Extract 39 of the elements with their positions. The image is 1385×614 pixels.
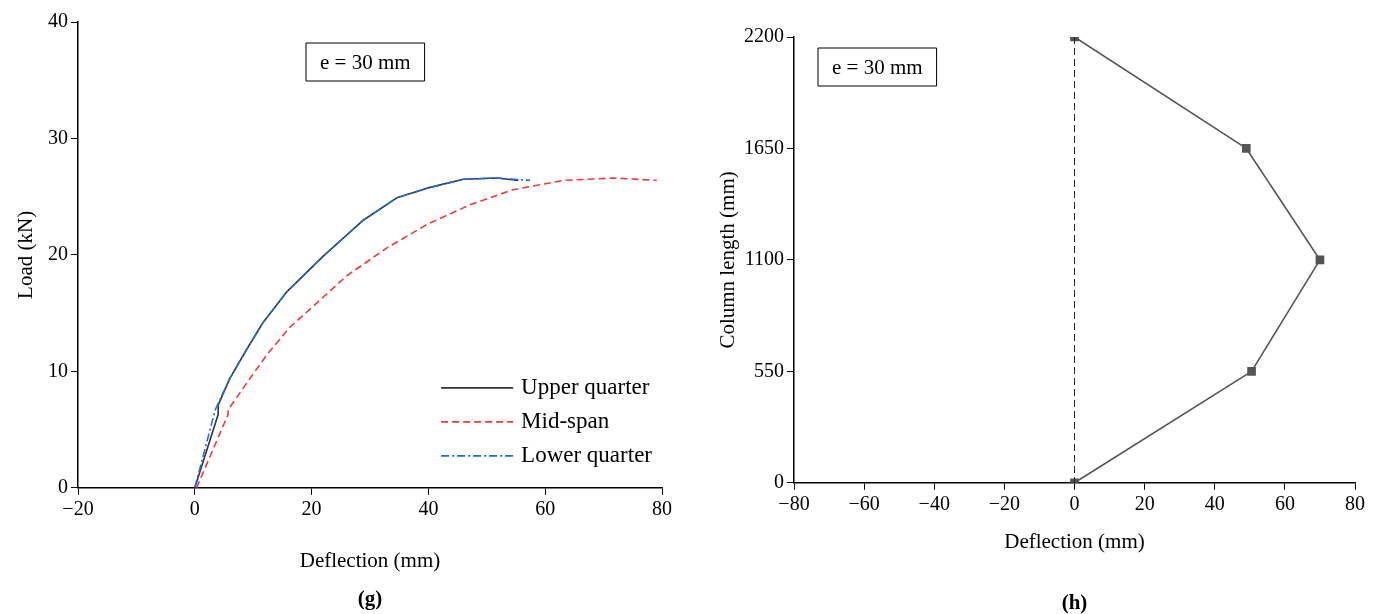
x-tick-label: 20 — [301, 497, 322, 520]
x-tick-label: −20 — [62, 497, 94, 520]
y-axis-title: Load (kN) — [13, 210, 38, 299]
x-tick-label: 80 — [1345, 492, 1365, 515]
x-tick-label: 0 — [189, 497, 200, 520]
x-axis-title: Deflection (mm) — [1004, 528, 1145, 553]
y-tick-label: 2200 — [744, 24, 784, 47]
x-axis-title: Deflection (mm) — [299, 547, 441, 572]
line-series — [195, 177, 658, 488]
y-axis-title: Column length (mm) — [715, 171, 740, 349]
y-tick-label: 0 — [774, 470, 784, 493]
y-tick-label: 0 — [58, 475, 68, 498]
point — [1247, 367, 1256, 376]
y-tick-label: 20 — [48, 242, 68, 265]
y-tick-label: 1650 — [744, 135, 784, 158]
x-tick-label: 40 — [1204, 492, 1225, 515]
annotation: e = 30 mm — [320, 49, 411, 74]
x-tick-label: −80 — [778, 492, 810, 515]
x-tick-label: −20 — [988, 492, 1021, 515]
y-tick-label: 10 — [48, 358, 68, 381]
text: (h) — [1061, 590, 1088, 614]
x-tick-label: −60 — [848, 492, 880, 515]
x-tick-label: 80 — [652, 497, 672, 520]
x-tick-label: 0 — [1069, 492, 1080, 515]
legend-label: Upper quarter — [521, 373, 650, 399]
annotation: e = 30 mm — [832, 54, 923, 79]
x-tick-label: 60 — [1274, 492, 1295, 515]
y-tick-label: 1100 — [744, 247, 784, 270]
x-tick-label: 60 — [535, 497, 556, 520]
x-tick-label: 20 — [1134, 492, 1155, 515]
x-tick-label: 40 — [418, 497, 439, 520]
x-tick-label: −40 — [918, 492, 950, 515]
y-tick-label: 40 — [48, 9, 68, 32]
text: (g) — [357, 586, 383, 611]
y-tick-label: 550 — [754, 358, 784, 381]
y-tick-label: 30 — [48, 125, 68, 148]
legend-label: Mid-span — [521, 407, 610, 433]
point — [1241, 144, 1251, 153]
legend-label: Lower quarter — [521, 441, 653, 467]
